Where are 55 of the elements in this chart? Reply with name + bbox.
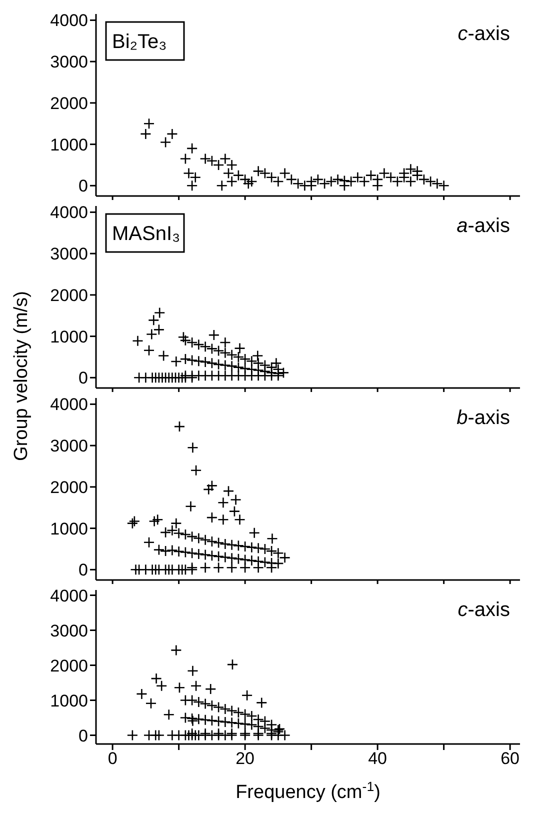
point: [180, 153, 192, 164]
point: [372, 180, 384, 192]
x-axis-title: Frequency (cm$^{-1}$): [236, 778, 380, 803]
annotation: b-axis: [456, 407, 510, 429]
point: [326, 176, 337, 188]
point: [432, 178, 443, 190]
point: [338, 175, 350, 186]
point: [222, 168, 234, 179]
y-tick-label: 3000: [50, 244, 88, 264]
y-tick-label: 1000: [50, 135, 88, 154]
y-tick-label: 2000: [50, 286, 88, 305]
x-tick-label: 20: [236, 749, 255, 768]
x-tick-label: 0: [108, 749, 118, 768]
y-tick-label: 2000: [50, 656, 88, 676]
point: [345, 176, 357, 188]
point: [242, 178, 254, 190]
y-tick-label: 0: [78, 368, 88, 388]
annotation: a-axis: [456, 215, 510, 237]
y-tick-label: 1000: [50, 327, 88, 346]
point: [306, 180, 317, 192]
point: [226, 176, 238, 188]
y-tick-label: 4000: [50, 203, 88, 222]
x-tick-label: 60: [500, 749, 520, 768]
point: [252, 166, 264, 177]
y-tick-label: 1000: [50, 519, 88, 538]
y-tick-label: 2000: [50, 478, 88, 497]
point: [200, 153, 211, 164]
y-tick-label: 3000: [50, 621, 88, 640]
point: [166, 128, 178, 140]
point: [424, 176, 436, 188]
annotation: c-axis: [458, 23, 510, 45]
y-tick-label: 1000: [50, 691, 88, 710]
annotation: Bi₂Te₃: [112, 31, 167, 53]
y-tick-label: 0: [78, 176, 88, 196]
y-axis-title: Group velocity (m/s): [11, 291, 32, 461]
point: [143, 118, 155, 130]
y-tick-label: 0: [78, 726, 88, 746]
y-tick-label: 3000: [50, 436, 88, 456]
y-tick-label: 3000: [50, 52, 88, 72]
point: [160, 136, 172, 148]
y-tick-label: 4000: [50, 11, 88, 30]
point: [246, 176, 258, 188]
y-tick-label: 4000: [50, 395, 88, 414]
point: [186, 180, 198, 192]
point: [186, 142, 198, 154]
y-tick-label: 4000: [50, 586, 88, 606]
x-tick-label: 40: [368, 749, 388, 768]
point: [412, 166, 423, 177]
point: [216, 180, 228, 192]
point: [438, 180, 450, 192]
y-tick-label: 2000: [50, 94, 88, 113]
y-tick-label: 0: [78, 560, 88, 580]
annotation: MASnI₃: [112, 223, 180, 245]
point: [140, 128, 152, 140]
annotation: c-axis: [458, 599, 510, 621]
